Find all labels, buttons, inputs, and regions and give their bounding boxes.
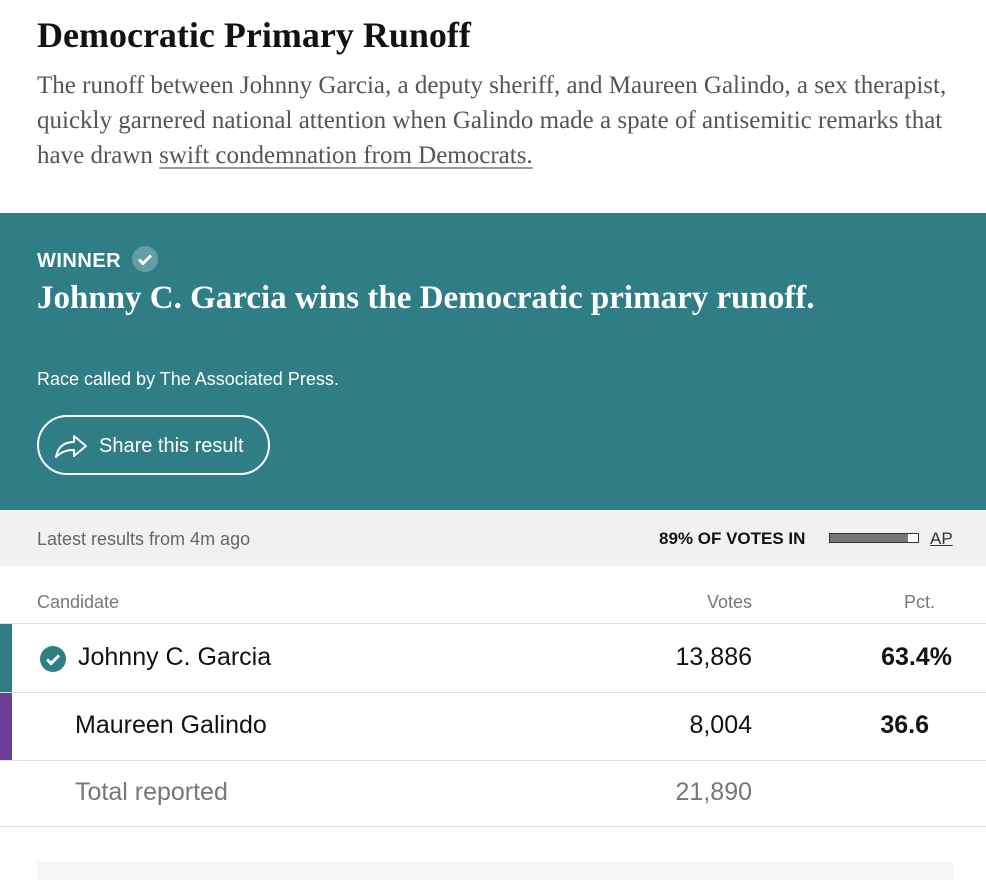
race-call: Race called by The Associated Press. xyxy=(37,369,339,389)
check-icon xyxy=(40,646,66,672)
intro: The runoff between Johnny Garcia, a depu… xyxy=(37,68,947,173)
candidate-name: Johnny C. Garcia xyxy=(78,643,272,671)
row-divider xyxy=(0,760,986,761)
vote-count: 8,004 xyxy=(689,711,752,739)
row-divider xyxy=(0,692,986,693)
row-divider xyxy=(0,826,986,827)
reporting-bar xyxy=(829,533,919,543)
share-icon xyxy=(55,435,87,458)
row-divider xyxy=(0,623,986,624)
intro-text: The runoff between Johnny Garcia, a depu… xyxy=(37,72,947,169)
map-preview xyxy=(37,862,953,880)
reporting-label: 89% OF VOTES IN xyxy=(659,529,806,548)
page-title: Democratic Primary Runoff xyxy=(37,15,471,55)
candidate-marker xyxy=(0,693,12,760)
share-label: Share this result xyxy=(99,435,244,457)
winner-badge: WINNER xyxy=(37,245,159,273)
vote-count: 13,886 xyxy=(675,643,752,671)
candidate-name: Maureen Galindo xyxy=(75,711,267,739)
total-label: Total reported xyxy=(75,778,228,806)
share-button[interactable]: Share this result xyxy=(37,415,270,475)
reporting-fill xyxy=(830,534,909,542)
column-header: Candidate xyxy=(37,592,120,612)
source-link[interactable]: AP xyxy=(930,529,953,548)
column-header: Pct. xyxy=(903,592,935,612)
intro-link[interactable]: swift condemnation from Democrats. xyxy=(159,142,533,169)
winner-marker xyxy=(0,624,12,692)
check-icon xyxy=(132,246,159,272)
badge-text: WINNER xyxy=(37,250,122,272)
total-votes: 21,890 xyxy=(675,778,752,806)
winner-box: WINNER Johnny C. Garcia wins the Democra… xyxy=(0,213,986,510)
vote-pct: 36.6 xyxy=(880,711,929,739)
column-header: Votes xyxy=(706,592,752,612)
updated-time: Latest results from 4m ago xyxy=(37,529,251,549)
vote-pct: 63.4% xyxy=(881,643,952,671)
winner-headline: Johnny C. Garcia wins the Democratic pri… xyxy=(37,280,815,316)
status-bar: Latest results from 4m ago 89% OF VOTES … xyxy=(0,510,986,566)
